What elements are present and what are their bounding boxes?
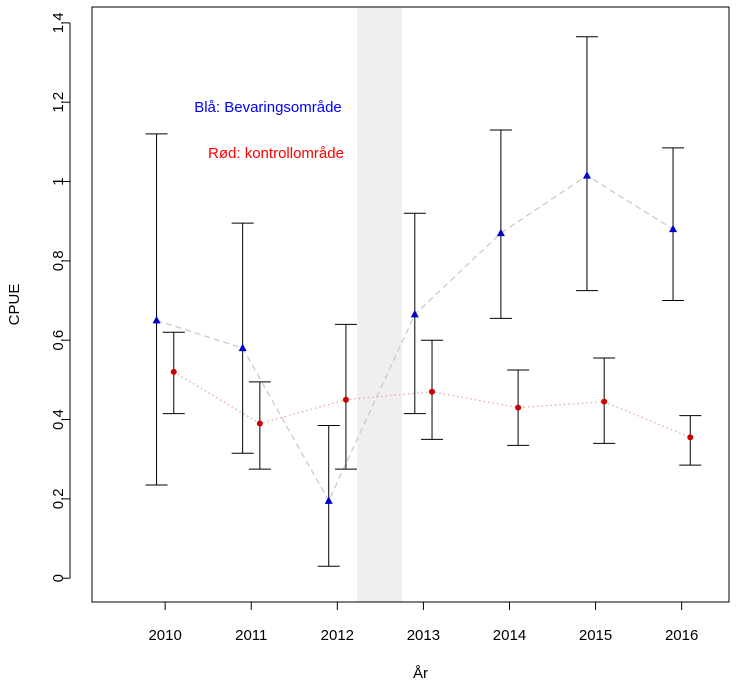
x-tick-label: 2012 [321,627,354,644]
x-tick-label: 2010 [148,627,181,644]
y-tick-label: 1.2 [50,92,67,113]
data-point-dot [601,398,608,405]
x-tick-label: 2015 [579,627,612,644]
y-tick-label: 0.2 [50,488,67,509]
y-tick-label: 1 [50,177,67,185]
data-point-dot [429,388,436,395]
shaded-band [357,7,402,602]
x-tick-label: 2013 [407,627,440,644]
data-point-triangle [152,315,161,324]
data-point-dot [170,368,177,375]
data-point-triangle [238,343,247,352]
annotation-red: Rød: kontrollområde [208,145,344,162]
plot-frame [91,6,730,603]
y-tick-label: 0 [50,574,67,582]
data-point-triangle [669,224,678,233]
y-tick-label: 0.8 [50,250,67,271]
data-point-triangle [496,228,505,237]
data-point-dot [342,396,349,403]
annotation-blue: Blå: Bevaringsområde [194,99,342,116]
y-tick-label: 1.4 [50,12,67,33]
y-tick-label: 0.4 [50,409,67,430]
x-axis: 2010 2011 2012 2013 2014 2015 2016 [148,601,698,644]
data-point-dot [256,420,263,427]
data-point-dot [515,404,522,411]
y-axis: 0 0.2 0.4 0.6 0.8 1 1.2 1.4 [50,12,71,582]
x-tick-label: 2016 [665,627,698,644]
x-tick-label: 2011 [235,627,267,644]
y-axis-label: CPUE [6,284,23,326]
y-tick-label: 0.6 [50,330,67,351]
data-point-dot [687,434,694,441]
x-tick-label: 2014 [493,627,526,644]
data-point-triangle [410,309,419,318]
x-axis-label: År [413,665,428,682]
data-point-triangle [582,171,591,179]
data-point-triangle [324,496,333,504]
